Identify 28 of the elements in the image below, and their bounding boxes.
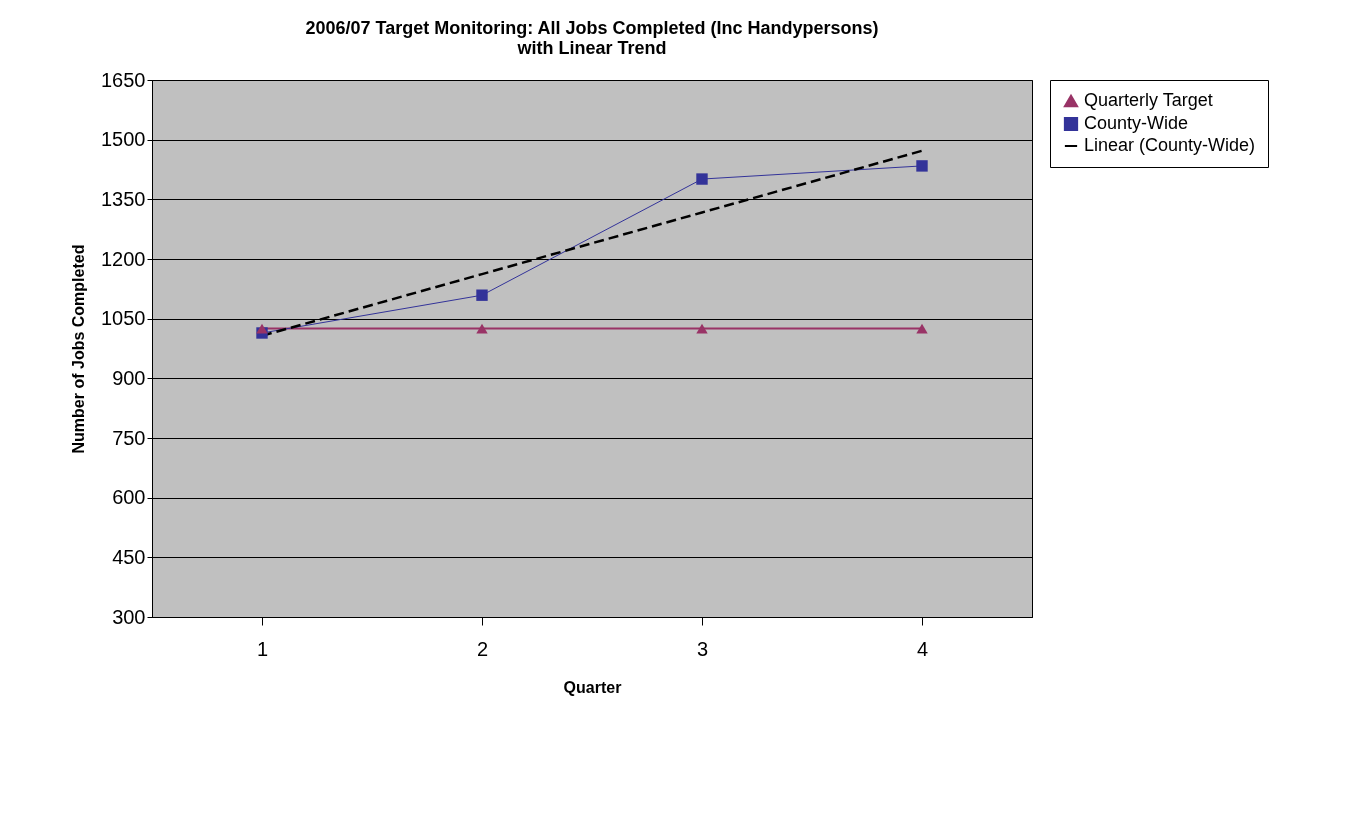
point	[476, 289, 488, 301]
legend-label: Linear (County-Wide)	[1084, 135, 1256, 155]
x-tick-label: 3	[696, 637, 709, 660]
point	[916, 160, 928, 172]
y-tick-label: 1050	[101, 307, 146, 330]
y-tick-label: 600	[112, 486, 146, 509]
y-tick-label: 1350	[101, 187, 146, 210]
legend-label: County-Wide	[1084, 113, 1189, 133]
point	[256, 323, 268, 334]
y-tick-label: 900	[112, 366, 146, 389]
text: 2006/07 Target Monitoring: All Jobs Completed (Inc Handypersons)	[305, 18, 879, 38]
y-axis-title: Number of Jobs Completed	[70, 244, 88, 454]
y-tick-label: 750	[112, 426, 146, 449]
y-tick-label: 1500	[101, 128, 146, 151]
text: with Linear Trend	[517, 38, 667, 58]
point	[696, 323, 708, 334]
point	[916, 323, 928, 334]
x-tick-label: 1	[256, 637, 269, 660]
y-tick-label: 300	[112, 605, 146, 628]
y-tick-label: 1200	[101, 247, 146, 270]
x-tick-label: 4	[916, 637, 929, 660]
y-tick-label: 450	[112, 545, 146, 568]
point	[696, 173, 708, 185]
point	[476, 323, 488, 334]
x-tick-label: 2	[476, 637, 489, 660]
y-tick-label: 1650	[101, 68, 146, 91]
legend-label: Quarterly Target	[1084, 90, 1213, 110]
x-axis-title: Quarter	[563, 678, 622, 696]
